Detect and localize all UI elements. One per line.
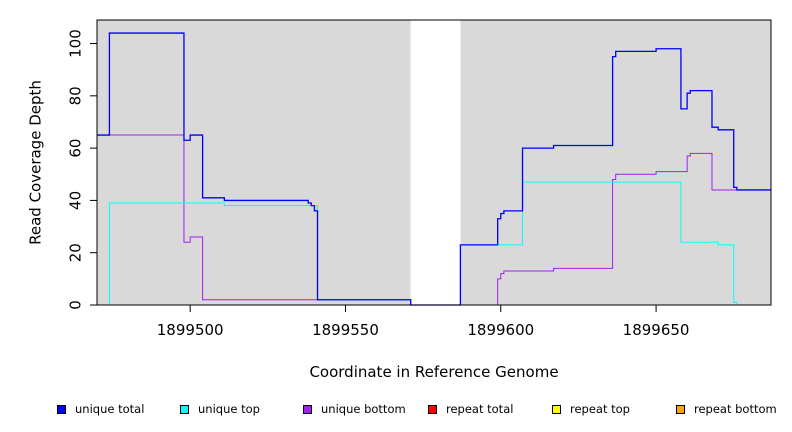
legend-item-unique-total: unique total xyxy=(57,400,144,418)
legend-swatch xyxy=(57,404,66,414)
legend: unique total unique top unique bottom repea… xyxy=(0,400,792,418)
y-tick-label: 80 xyxy=(67,86,85,105)
legend-item-unique-top: unique top xyxy=(180,400,260,418)
legend-swatch xyxy=(180,404,189,414)
legend-label: unique bottom xyxy=(321,402,406,416)
x-axis: 1899500 1899550 1899600 1899650 xyxy=(157,305,690,339)
series-line-unique-total xyxy=(97,32,771,306)
legend-swatch xyxy=(676,404,685,414)
legend-swatch xyxy=(303,404,312,414)
y-tick-label: 100 xyxy=(67,29,85,58)
y-tick-label: 20 xyxy=(67,243,85,262)
y-axis: 0 20 40 60 80 100 xyxy=(67,29,97,310)
y-axis-title: Read Coverage Depth xyxy=(27,80,45,245)
gap-region xyxy=(410,20,461,305)
legend-label: repeat bottom xyxy=(694,402,777,416)
x-tick-label: 1899650 xyxy=(623,321,690,339)
x-tick-label: 1899600 xyxy=(467,321,534,339)
plot-frame xyxy=(96,19,772,306)
legend-item-repeat-top: repeat top xyxy=(552,400,630,418)
legend-label: repeat total xyxy=(446,402,514,416)
legend-label: unique total xyxy=(75,402,145,416)
x-tick-label: 1899550 xyxy=(312,321,379,339)
legend-item-repeat-total: repeat total xyxy=(428,400,513,418)
legend-item-repeat-bottom: repeat bottom xyxy=(676,400,777,418)
y-tick-label: 60 xyxy=(67,139,85,158)
y-tick-label: 40 xyxy=(67,191,85,210)
legend-item-unique-bottom: unique bottom xyxy=(303,400,406,418)
series-line-unique-bottom xyxy=(97,134,771,306)
x-axis-title: Coordinate in Reference Genome xyxy=(309,363,558,381)
shaded-region-1 xyxy=(460,20,771,305)
y-tick-label: 0 xyxy=(67,300,85,310)
x-tick-label: 1899500 xyxy=(157,321,224,339)
legend-swatch xyxy=(552,404,561,414)
legend-label: repeat top xyxy=(570,402,630,416)
plot-background xyxy=(97,20,771,305)
legend-swatch xyxy=(428,404,437,414)
shaded-region-0 xyxy=(97,20,411,305)
legend-label: unique top xyxy=(198,402,260,416)
